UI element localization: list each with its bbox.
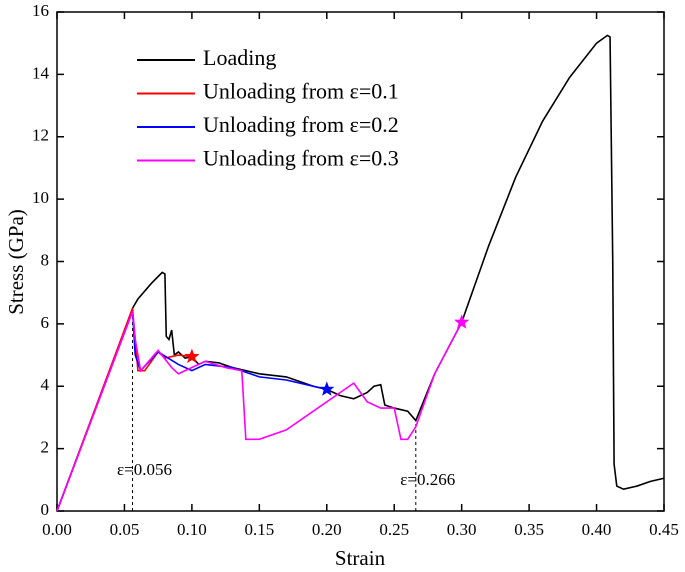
plot-frame: [56, 11, 665, 512]
series-line: [56, 34, 665, 512]
y-tick-label: 6: [41, 313, 50, 332]
end-marker: [184, 348, 200, 364]
y-axis-label: Stress (GPa): [4, 209, 28, 315]
series-line: [56, 311, 327, 512]
legend-label: Unloading from ε=0.2: [203, 112, 399, 137]
y-tick-label: 2: [41, 438, 50, 457]
end-marker: [319, 381, 335, 396]
y-tick-label: 8: [41, 250, 50, 269]
x-tick-label: 0.45: [649, 520, 679, 539]
series-line: [56, 308, 192, 512]
y-tick-label: 10: [32, 188, 49, 207]
series-line: [56, 311, 463, 512]
x-tick-label: 0.40: [582, 520, 612, 539]
annotation: ε=0.056: [117, 460, 172, 479]
annotation: ε=0.266: [400, 470, 455, 489]
end-marker: [454, 314, 470, 329]
x-tick-label: 0.00: [42, 520, 72, 539]
legend-label: Unloading from ε=0.3: [203, 146, 399, 171]
y-tick-label: 16: [32, 1, 49, 20]
x-tick-label: 0.05: [110, 520, 140, 539]
y-tick-label: 4: [41, 375, 50, 394]
x-tick-label: 0.35: [514, 520, 544, 539]
legend-label: Loading: [203, 45, 276, 70]
y-tick-label: 14: [32, 63, 50, 82]
x-axis-label: Strain: [335, 546, 386, 570]
x-tick-label: 0.15: [244, 520, 274, 539]
x-tick-label: 0.30: [447, 520, 477, 539]
y-tick-label: 0: [41, 500, 50, 519]
x-tick-label: 0.10: [177, 520, 207, 539]
x-tick-label: 0.25: [379, 520, 409, 539]
legend-label: Unloading from ε=0.1: [203, 79, 399, 104]
x-tick-label: 0.20: [312, 520, 342, 539]
y-tick-label: 12: [32, 126, 49, 145]
